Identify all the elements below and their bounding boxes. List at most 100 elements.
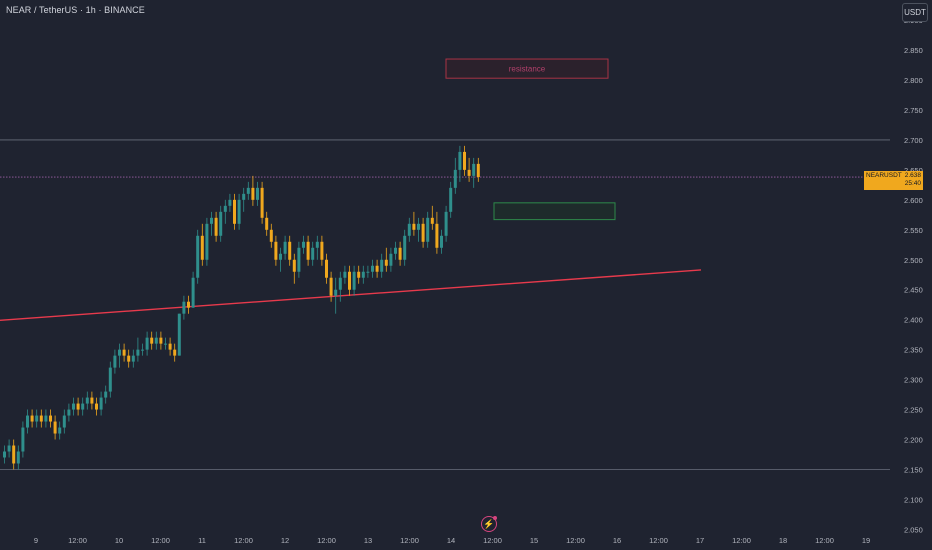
y-tick-label: 2.500	[904, 256, 923, 265]
candle-body	[412, 223, 416, 230]
candle-body	[16, 451, 20, 464]
candle-body	[380, 259, 384, 272]
price-tag-value: 2.638	[904, 172, 922, 179]
symbol-title[interactable]: NEAR / TetherUS · 1h · BINANCE	[6, 5, 145, 15]
price-axis[interactable]: 2.050 2.100 2.150 2.200 2.250 2.300 2.350 2.400…	[904, 16, 923, 534]
candle-body	[430, 217, 434, 224]
candle-body	[348, 271, 351, 290]
y-tick-label: 2.050	[904, 525, 923, 534]
candle-body	[182, 301, 186, 314]
candle-body	[228, 199, 232, 206]
y-tick-label: 2.250	[904, 406, 923, 415]
support-zone	[493, 202, 616, 221]
candle-body	[325, 259, 328, 278]
candle-body	[467, 169, 471, 176]
y-tick-label: 2.300	[904, 376, 923, 385]
x-tick-label: 18	[779, 536, 787, 545]
x-tick-label: 14	[447, 536, 455, 545]
candle-body	[444, 211, 448, 236]
x-tick-label: 13	[364, 536, 372, 545]
x-tick-label: 11	[198, 536, 206, 545]
candle-body	[472, 163, 476, 176]
candle-body	[357, 271, 361, 278]
candle-body	[279, 253, 282, 260]
flash-icon[interactable]: ⚡	[481, 516, 497, 532]
candle-body	[131, 355, 135, 362]
candle-body	[136, 349, 140, 356]
candle-body	[21, 427, 25, 452]
candle-body	[384, 259, 388, 266]
candle-body	[81, 403, 85, 410]
x-tick-label: 12:00	[400, 536, 419, 545]
candle-body	[99, 397, 103, 410]
trendline-layer	[0, 269, 702, 321]
candle-body	[159, 337, 163, 344]
candle-body	[260, 187, 264, 218]
x-tick-label: 16	[613, 536, 621, 545]
candlesticks	[3, 145, 480, 470]
candle-body	[150, 337, 154, 344]
candle-body	[237, 199, 241, 224]
y-tick-label: 2.650	[904, 166, 923, 175]
candle-body	[113, 355, 117, 368]
candle-body	[177, 313, 181, 356]
candle-body	[265, 217, 269, 230]
candle-body	[205, 223, 209, 260]
candle-body	[3, 451, 6, 458]
candle-body	[398, 247, 402, 260]
x-tick-label: 12:00	[566, 536, 585, 545]
candle-body	[62, 415, 66, 428]
y-tick-label: 2.100	[904, 495, 923, 504]
candle-body	[417, 223, 420, 230]
y-tick-label: 2.600	[904, 196, 923, 205]
candle-body	[210, 217, 213, 224]
x-tick-label: 15	[530, 536, 538, 545]
candle-body	[306, 241, 310, 260]
candle-body	[26, 415, 29, 428]
candle-body	[311, 247, 315, 260]
price-tag-countdown: 25:40	[904, 180, 922, 187]
candle-body	[394, 247, 397, 254]
candle-body	[449, 187, 453, 212]
candle-body	[366, 271, 370, 273]
y-tick-label: 2.400	[904, 316, 923, 325]
y-tick-label: 2.550	[904, 226, 923, 235]
candle-body	[154, 337, 158, 344]
candle-body	[352, 271, 356, 290]
candle-body	[375, 265, 379, 272]
candle-body	[187, 301, 190, 308]
candle-body	[297, 247, 301, 272]
candle-body	[95, 403, 98, 410]
candle-body	[269, 229, 273, 242]
candle-body	[39, 415, 43, 422]
time-axis[interactable]: 9 12:00 10 12:00 11 12:00 12 12:00 13 12:00 14 12:0…	[34, 536, 870, 545]
x-tick-label: 12:00	[151, 536, 170, 545]
x-tick-label: 19	[862, 536, 870, 545]
y-tick-label: 2.850	[904, 46, 923, 55]
candle-body	[191, 277, 195, 308]
currency-button[interactable]: USDT	[902, 3, 928, 22]
y-tick-label: 2.150	[904, 465, 923, 474]
candle-body	[122, 349, 126, 356]
candle-body	[219, 211, 223, 236]
candle-body	[343, 271, 347, 278]
horizontal-lines	[0, 139, 890, 470]
y-tick-label: 2.350	[904, 346, 923, 355]
x-tick-label: 17	[696, 536, 704, 545]
trendline	[0, 269, 702, 321]
x-tick-label: 12:00	[483, 536, 502, 545]
candle-body	[35, 415, 39, 422]
y-tick-label: 2.700	[904, 136, 923, 145]
candle-body	[200, 235, 204, 260]
candle-body	[7, 445, 11, 452]
candle-body	[76, 403, 80, 410]
zones: resistance	[445, 58, 616, 221]
candle-body	[389, 253, 393, 266]
candle-body	[440, 235, 443, 248]
y-tick-label: 2.750	[904, 106, 923, 115]
candle-body	[67, 409, 71, 416]
candle-body	[283, 241, 287, 254]
candle-body	[108, 367, 112, 392]
candle-body	[164, 343, 167, 345]
